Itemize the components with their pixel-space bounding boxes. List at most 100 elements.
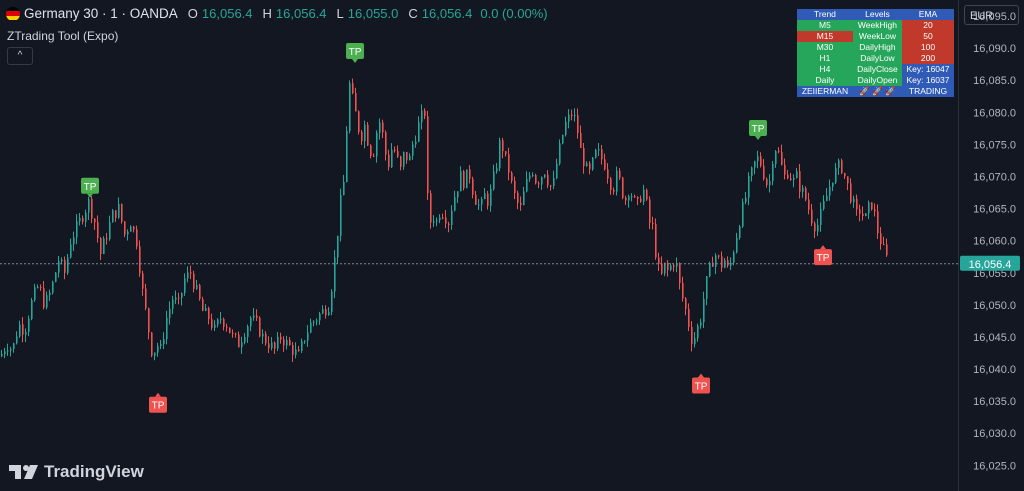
candle-body — [868, 202, 870, 214]
candle-body — [250, 317, 252, 327]
candle-body — [502, 140, 504, 152]
candle-body — [358, 111, 360, 132]
candle-body — [130, 226, 132, 232]
candle-body — [859, 209, 861, 214]
candle-body — [604, 159, 606, 170]
candle-body — [394, 149, 396, 151]
table-header-ema: EMA — [902, 9, 954, 20]
collapse-indicators-button[interactable]: ^ — [7, 47, 33, 65]
candle-body — [586, 163, 588, 167]
candle-body — [229, 327, 231, 333]
candle-body — [790, 178, 792, 180]
candle-body — [727, 260, 729, 266]
table-header-trend: Trend — [797, 9, 853, 20]
candle-body — [148, 308, 150, 333]
candle-body — [196, 285, 198, 289]
ema-cell: 50 — [902, 31, 954, 42]
candle-body — [547, 174, 549, 186]
candle-body — [505, 151, 507, 155]
candle-body — [313, 321, 315, 323]
candle-body — [241, 342, 243, 348]
candle-body — [163, 339, 165, 345]
price-axis[interactable]: 16,095.0 16,090.0 16,085.0 16,080.0 16,075.0… — [973, 11, 1016, 472]
tradingview-logo[interactable]: TradingView — [9, 462, 144, 482]
candle-body — [139, 246, 141, 274]
candle-body — [58, 261, 60, 273]
candle-body — [118, 203, 120, 218]
indicator-name[interactable]: ZTrading Tool (Expo) — [7, 29, 119, 43]
candle-body — [715, 255, 717, 267]
tp-marker-pointer — [155, 392, 161, 397]
candle-body — [484, 193, 486, 200]
candle-body — [886, 244, 888, 256]
candle-body — [244, 337, 246, 343]
candle-body — [670, 265, 672, 271]
symbol-title[interactable]: Germany 30 · 1 · OANDA — [24, 6, 178, 21]
candle-body — [22, 324, 24, 335]
currency-selector[interactable]: EUR — [964, 5, 1019, 25]
candle-body — [328, 311, 330, 316]
candle-body — [799, 171, 801, 192]
tp-marker-pointer — [698, 373, 704, 378]
candle-body — [628, 196, 630, 201]
candle-body — [34, 287, 36, 301]
candle-body — [781, 151, 783, 165]
candle-body — [682, 282, 684, 299]
candle-body — [301, 341, 303, 352]
candle-body — [832, 182, 834, 187]
candle-body — [733, 252, 735, 263]
candle-body — [718, 255, 720, 257]
candle-body — [157, 345, 159, 353]
candle-body — [739, 226, 741, 238]
symbol-header: Germany 30 · 1 · OANDA O 16,056.4 H 16,056… — [6, 6, 548, 21]
candle-body — [571, 114, 573, 116]
candle-body — [388, 154, 390, 168]
candle-body — [382, 122, 384, 133]
candle-body — [658, 257, 660, 264]
candle-body — [247, 326, 249, 338]
candle-body — [55, 272, 57, 282]
change-value: 0.0 (0.00%) — [480, 6, 548, 21]
candle-body — [124, 221, 126, 235]
candle-body — [802, 187, 804, 192]
candle-body — [550, 185, 552, 187]
table-footer-cell: 🚀 🚀 🚀 — [852, 86, 902, 97]
tp-marker-pointer — [352, 58, 358, 63]
candle-body — [184, 278, 186, 293]
candle-body — [652, 222, 654, 225]
price-tick-label: 16,040.0 — [973, 364, 1016, 376]
candle-body — [757, 156, 759, 162]
candle-body — [862, 213, 864, 217]
candle-body — [181, 292, 183, 298]
candle-body — [520, 202, 522, 206]
table-row: M15 WeekLow 50 — [797, 31, 954, 42]
candle-body — [445, 217, 447, 224]
candle-body — [823, 201, 825, 209]
candle-body — [295, 349, 297, 355]
high-value: 16,056.4 — [275, 6, 327, 21]
candle-body — [694, 338, 696, 345]
candle-body — [400, 156, 402, 167]
candle-body — [877, 211, 879, 234]
candle-body — [577, 115, 579, 134]
trend-cell: M5 — [797, 20, 853, 31]
candle-body — [40, 287, 42, 289]
level-cell: WeekLow — [852, 31, 902, 42]
candle-body — [610, 178, 612, 190]
trend-cell: M30 — [797, 42, 853, 53]
candle-body — [538, 183, 540, 185]
candle-body — [64, 259, 66, 273]
candle-body — [379, 122, 381, 133]
ema-cell: Key: 16047 — [902, 64, 954, 75]
candle-body — [397, 150, 399, 157]
last-price-badge: 16,056.4 — [960, 255, 1020, 271]
candle-body — [10, 348, 12, 351]
candle-body — [367, 124, 369, 146]
candle-body — [775, 151, 777, 165]
price-tick-label: 16,025.0 — [973, 460, 1016, 472]
candle-body — [4, 351, 6, 355]
candle-body — [814, 223, 816, 232]
candle-body — [160, 344, 162, 346]
candle-body — [364, 124, 366, 142]
